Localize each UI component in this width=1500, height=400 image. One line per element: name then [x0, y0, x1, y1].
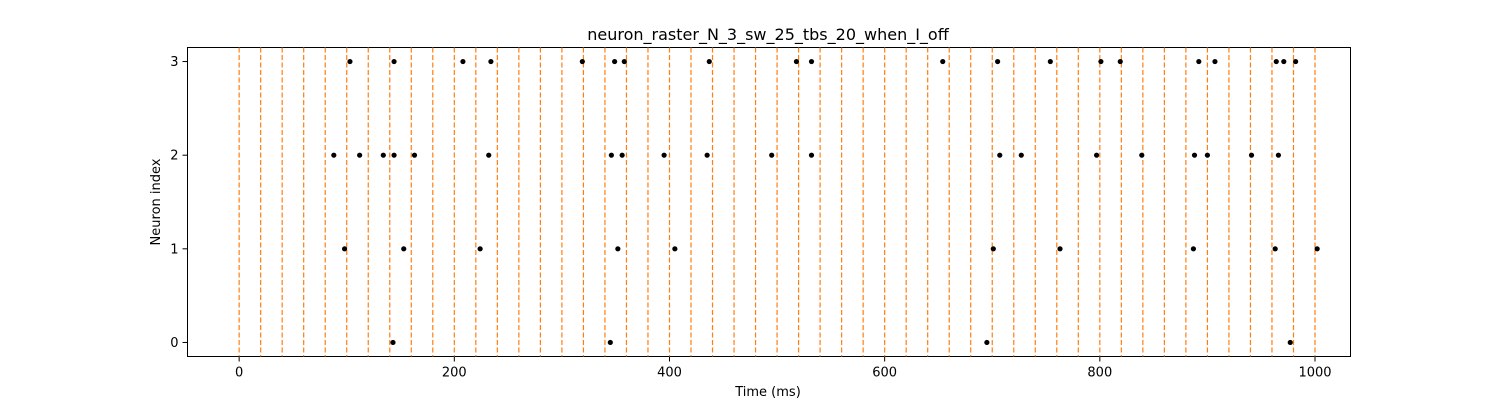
- spike-point: [391, 152, 397, 158]
- spike-point: [1273, 58, 1279, 65]
- x-tick-label: 600: [872, 366, 897, 381]
- y-tick-label: 0: [170, 336, 178, 351]
- spike-point: [940, 58, 946, 65]
- spike-point: [1248, 152, 1255, 158]
- spike-point: [706, 58, 712, 65]
- y-axis: 0 1 2 3: [170, 55, 188, 351]
- x-tick-label: 1000: [1298, 366, 1331, 381]
- spike-point: [619, 152, 625, 158]
- spike-point: [1139, 152, 1145, 158]
- spike-point: [607, 339, 613, 346]
- x-tick-label: 0: [235, 366, 243, 381]
- spike-point: [615, 246, 621, 252]
- spike-point: [808, 58, 815, 65]
- spike-point: [1047, 58, 1053, 65]
- spike-point: [1191, 152, 1198, 158]
- spike-point: [1057, 246, 1063, 252]
- spike-point: [1275, 152, 1282, 158]
- spike-point: [608, 152, 614, 158]
- spike-point: [401, 246, 407, 252]
- spike-point: [808, 152, 815, 158]
- spike-point: [672, 246, 678, 252]
- x-axis: 0 200 400 600 800 1000: [235, 356, 1332, 381]
- spike-point: [1293, 58, 1299, 65]
- plot-area-frame: [187, 47, 1351, 357]
- spike-point: [390, 339, 396, 346]
- spike-point: [347, 58, 353, 65]
- x-tick-label: 400: [657, 366, 682, 381]
- spike-point: [1212, 58, 1218, 65]
- spike-point: [341, 246, 348, 252]
- spike-point: [411, 152, 418, 158]
- spike-point: [612, 58, 618, 65]
- spike-point: [1093, 152, 1100, 158]
- y-tick-label: 2: [170, 149, 178, 164]
- time-bin-boundary-lines: [238, 47, 1316, 357]
- y-tick-label: 3: [170, 55, 178, 70]
- spike-point: [793, 58, 800, 65]
- spike-point: [704, 152, 710, 158]
- spike-point: [1272, 246, 1278, 252]
- spike-point: [990, 246, 996, 252]
- spike-point: [1117, 58, 1123, 65]
- spike-point: [1196, 58, 1202, 65]
- spike-point: [1314, 246, 1320, 252]
- spike-point: [1204, 152, 1211, 158]
- y-tick-label: 1: [170, 242, 178, 257]
- chart-title: neuron_raster_N_3_sw_25_tbs_20_when_I_of…: [587, 25, 949, 45]
- plot-area: [187, 47, 1351, 357]
- spike-point: [1018, 152, 1024, 158]
- x-axis-label: Time (ms): [734, 385, 801, 400]
- spike-point: [1287, 339, 1293, 346]
- spike-point: [661, 152, 667, 158]
- spike-point: [477, 246, 483, 252]
- spike-point: [769, 152, 775, 158]
- spike-point: [1098, 58, 1104, 65]
- x-tick-label: 200: [442, 366, 467, 381]
- spike-point: [380, 152, 386, 158]
- spike-point: [995, 58, 1001, 65]
- y-axis-label: Neuron index: [149, 158, 164, 245]
- spike-point: [984, 339, 990, 346]
- spike-point: [488, 58, 494, 65]
- spike-point: [621, 58, 627, 65]
- spike-point: [997, 152, 1003, 158]
- spike-point: [1281, 58, 1287, 65]
- x-tick-label: 800: [1087, 366, 1112, 381]
- spike-markers: [331, 58, 1320, 346]
- spike-point: [486, 152, 492, 158]
- spike-point: [331, 152, 337, 158]
- spike-point: [579, 58, 585, 65]
- spike-point: [391, 58, 397, 65]
- spike-point: [1190, 246, 1197, 252]
- spike-point: [357, 152, 363, 158]
- spike-point: [460, 58, 466, 65]
